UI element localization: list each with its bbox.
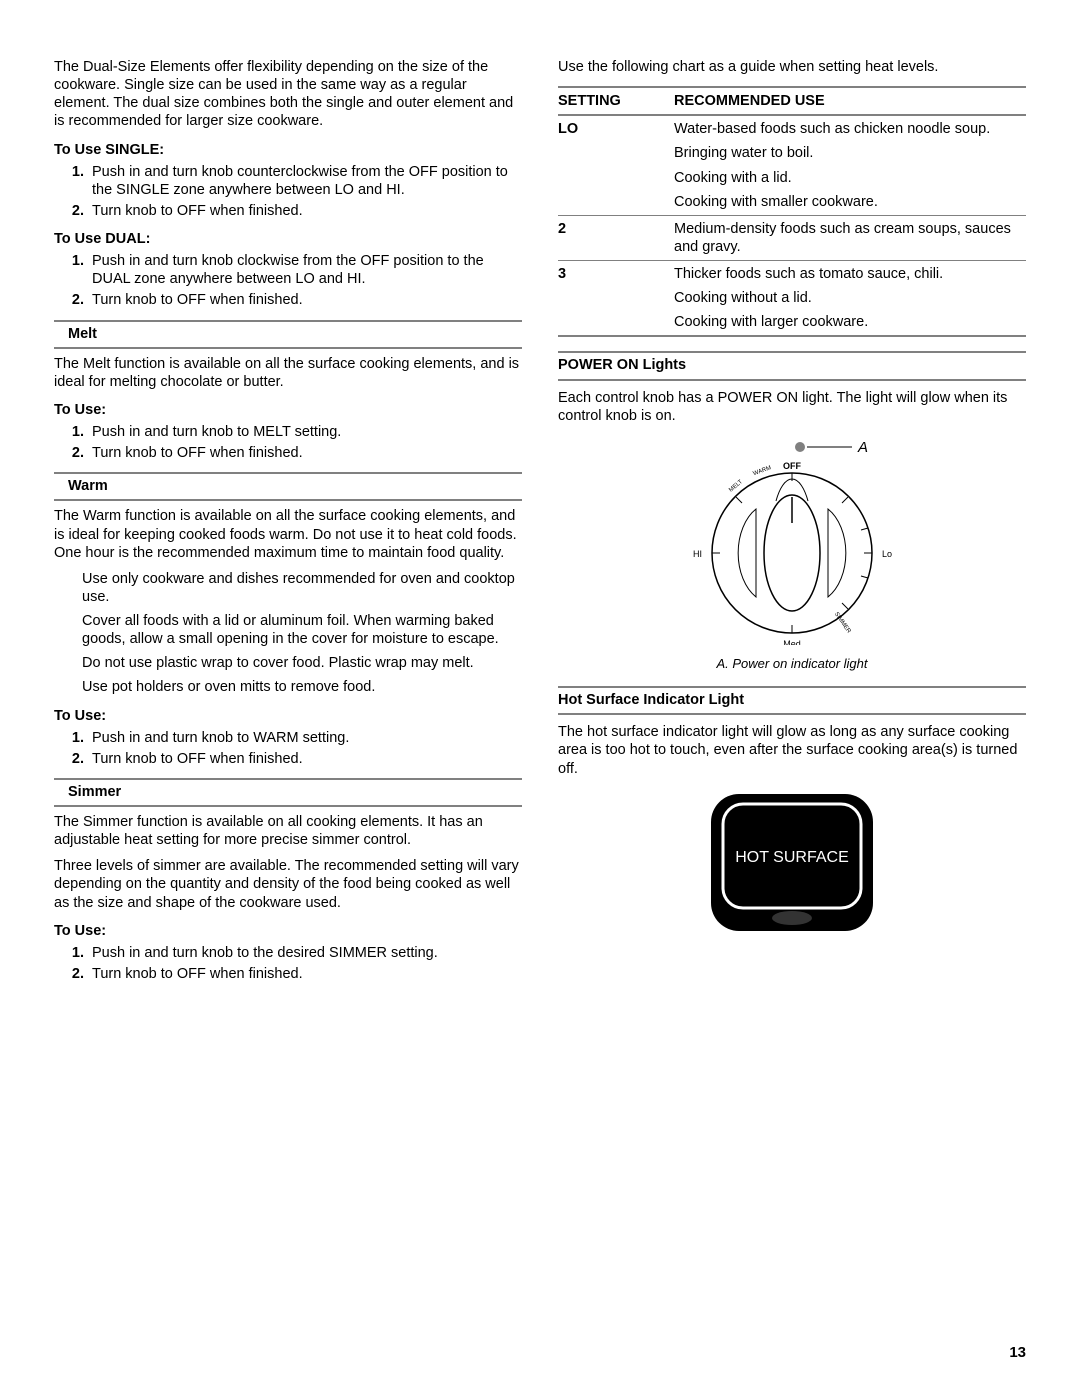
svg-text:Lo: Lo — [882, 549, 892, 559]
warm-bullet: Use pot holders or oven mitts to remove … — [54, 678, 522, 696]
simmer-body1: The Simmer function is available on all … — [54, 813, 522, 849]
cell-use: Cooking without a lid. — [674, 287, 1026, 311]
right-column: Use the following chart as a guide when … — [558, 58, 1026, 991]
cell-setting: 2 — [558, 215, 674, 260]
warm-heading: Warm — [54, 472, 522, 501]
table-row: Cooking without a lid. — [558, 287, 1026, 311]
step-item: Push in and turn knob clockwise from the… — [88, 252, 522, 288]
hot-surface-text: HOT SURFACE — [735, 849, 849, 866]
warm-steps: Push in and turn knob to WARM setting. T… — [54, 729, 522, 768]
page: The Dual-Size Elements offer flexibility… — [0, 0, 1080, 1397]
svg-text:Med: Med — [783, 639, 801, 645]
dual-steps: Push in and turn knob clockwise from the… — [54, 252, 522, 309]
power-on-body: Each control knob has a POWER ON light. … — [558, 389, 1026, 425]
melt-steps: Push in and turn knob to MELT setting. T… — [54, 423, 522, 462]
cell-setting: 3 — [558, 261, 674, 288]
step-item: Push in and turn knob to MELT setting. — [88, 423, 522, 441]
warm-bullet: Do not use plastic wrap to cover food. P… — [54, 654, 522, 672]
knob-caption: A. Power on indicator light — [558, 656, 1026, 672]
hot-surface-figure: HOT SURFACE — [558, 790, 1026, 940]
step-item: Turn knob to OFF when finished. — [88, 444, 522, 462]
cell-use: Water-based foods such as chicken noodle… — [674, 115, 1026, 142]
melt-use-heading: To Use: — [54, 401, 522, 419]
table-row: Cooking with a lid. — [558, 167, 1026, 191]
warm-bullet: Use only cookware and dishes recommended… — [54, 570, 522, 606]
warm-bullet: Cover all foods with a lid or aluminum f… — [54, 612, 522, 648]
label-a: A — [857, 439, 868, 456]
heat-table: SETTING RECOMMENDED USE LO Water-based f… — [558, 86, 1026, 337]
simmer-use-heading: To Use: — [54, 922, 522, 940]
knob-icon: A — [662, 435, 922, 645]
th-setting: SETTING — [558, 87, 674, 115]
dual-heading: To Use DUAL: — [54, 230, 522, 248]
table-row: Bringing water to boil. — [558, 142, 1026, 166]
page-number: 13 — [1009, 1344, 1026, 1363]
left-column: The Dual-Size Elements offer flexibility… — [54, 58, 522, 991]
cell-setting: LO — [558, 115, 674, 142]
cell-use: Cooking with a lid. — [674, 167, 1026, 191]
table-row: 2 Medium-density foods such as cream sou… — [558, 215, 1026, 260]
simmer-body2: Three levels of simmer are available. Th… — [54, 857, 522, 911]
th-use: RECOMMENDED USE — [674, 87, 1026, 115]
cell-use: Bringing water to boil. — [674, 142, 1026, 166]
table-row: 3 Thicker foods such as tomato sauce, ch… — [558, 261, 1026, 288]
cell-use: Cooking with larger cookware. — [674, 311, 1026, 336]
svg-text:OFF: OFF — [783, 461, 801, 471]
cell-use: Thicker foods such as tomato sauce, chil… — [674, 261, 1026, 288]
hot-surface-heading: Hot Surface Indicator Light — [558, 686, 1026, 715]
power-on-heading: POWER ON Lights — [558, 351, 1026, 380]
simmer-steps: Push in and turn knob to the desired SIM… — [54, 944, 522, 983]
melt-body: The Melt function is available on all th… — [54, 355, 522, 391]
step-item: Turn knob to OFF when finished. — [88, 965, 522, 983]
warm-body: The Warm function is available on all th… — [54, 507, 522, 561]
single-steps: Push in and turn knob counterclockwise f… — [54, 163, 522, 220]
svg-text:HI: HI — [693, 549, 702, 559]
hot-surface-icon: HOT SURFACE — [707, 790, 877, 935]
step-item: Push in and turn knob to WARM setting. — [88, 729, 522, 747]
step-item: Push in and turn knob counterclockwise f… — [88, 163, 522, 199]
step-item: Turn knob to OFF when finished. — [88, 750, 522, 768]
svg-text:WARM: WARM — [752, 465, 772, 477]
chart-intro: Use the following chart as a guide when … — [558, 58, 1026, 76]
table-row: Cooking with smaller cookware. — [558, 191, 1026, 216]
cell-use: Medium-density foods such as cream soups… — [674, 215, 1026, 260]
cell-use: Cooking with smaller cookware. — [674, 191, 1026, 216]
warm-use-heading: To Use: — [54, 707, 522, 725]
columns: The Dual-Size Elements offer flexibility… — [54, 58, 1026, 991]
intro-paragraph: The Dual-Size Elements offer flexibility… — [54, 58, 522, 131]
knob-figure: A — [558, 435, 1026, 650]
melt-heading: Melt — [54, 320, 522, 349]
step-item: Turn knob to OFF when finished. — [88, 291, 522, 309]
single-heading: To Use SINGLE: — [54, 141, 522, 159]
step-item: Turn knob to OFF when finished. — [88, 202, 522, 220]
simmer-heading: Simmer — [54, 778, 522, 807]
table-head-row: SETTING RECOMMENDED USE — [558, 87, 1026, 115]
hot-surface-body: The hot surface indicator light will glo… — [558, 723, 1026, 777]
table-row: LO Water-based foods such as chicken noo… — [558, 115, 1026, 142]
table-row: Cooking with larger cookware. — [558, 311, 1026, 336]
step-item: Push in and turn knob to the desired SIM… — [88, 944, 522, 962]
